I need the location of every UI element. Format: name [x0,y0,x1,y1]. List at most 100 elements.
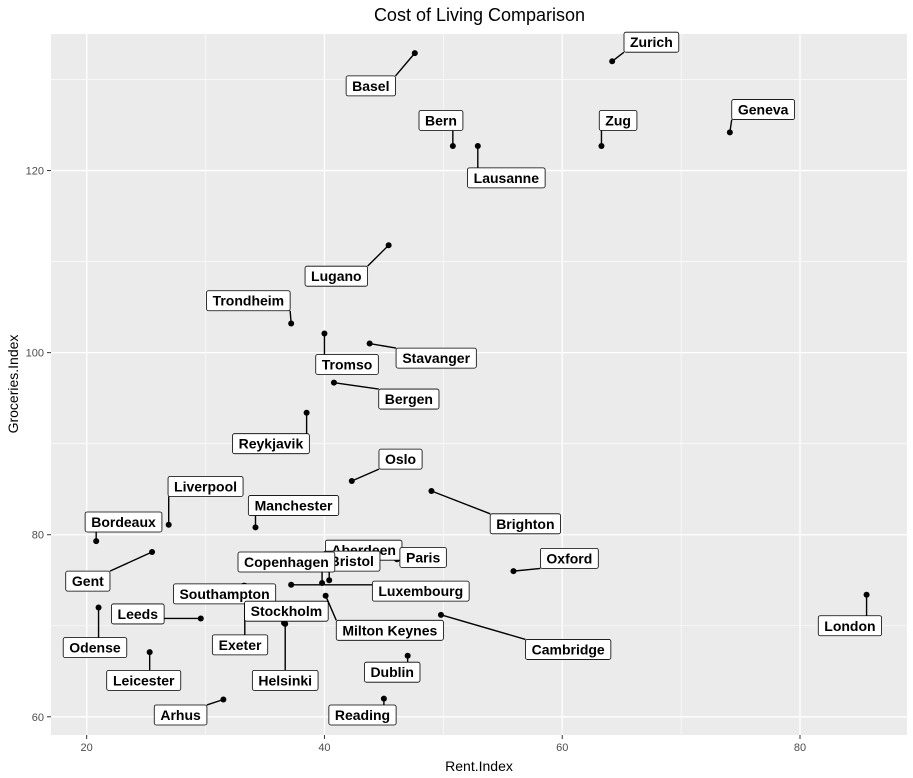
connector-stavanger [369,342,397,349]
label-text: Bristol [330,553,374,569]
label-arhus: Arhus [153,704,208,726]
point-dublin [404,652,411,659]
connector-oxford [513,567,541,572]
label-text: Arhus [160,707,201,723]
label-text: Reading [335,707,390,723]
label-leeds: Leeds [111,603,165,625]
label-cambridge: Cambridge [525,639,612,660]
point-odense [95,604,102,611]
label-reykjavik: Reykjavik [232,433,310,455]
point-zurich [609,58,616,65]
label-text: Gent [72,573,104,589]
point-labels: Zurich Basel Geneva Zug Bern Lausanne Lugano Tr… [62,31,882,726]
point-brighton [428,488,435,495]
point-copenhagen [319,579,326,586]
point-luxembourg [288,581,295,588]
label-geneva: Geneva [731,99,795,120]
label-copenhagen: Copenhagen [237,551,336,573]
label-text: Reykjavik [239,436,304,452]
x-tick-label: 60 [556,742,568,754]
label-bristol: Bristol [323,550,381,572]
label-text: Milton Keynes [342,622,437,638]
point-tromso [321,330,328,337]
point-helsinki [282,620,289,627]
label-box [731,99,795,120]
label-manchester: Manchester [247,495,340,516]
label-stockholm: Stockholm [244,600,329,622]
y-tick-label: 80 [32,530,44,542]
label-text: Oslo [385,451,416,467]
label-text: Bordeaux [91,514,156,530]
label-box [111,603,165,625]
point-arhus [220,696,227,703]
label-box [167,476,244,497]
label-text: Dublin [370,664,414,680]
label-box [345,75,396,97]
x-axis-title: Rent.Index [445,758,513,774]
label-box [251,669,319,691]
point-leeds [197,615,204,622]
point-zug [598,142,605,149]
label-odense: Odense [62,637,128,659]
label-paris: Paris [399,547,447,568]
point-trondheim [288,320,295,327]
point-stavanger [366,340,373,347]
y-axis-title: Groceries.Index [5,335,21,434]
label-text: Manchester [255,498,333,514]
label-text: Oxford [546,550,592,566]
point-london [863,591,870,598]
label-box [244,600,329,622]
label-dublin: Dublin [364,661,421,683]
chart-title: Cost of Living Comparison [374,5,585,25]
label-text: Zug [605,112,631,128]
plot-panel [51,34,907,735]
x-tick-label: 40 [318,742,330,754]
y-tick-label: 120 [26,166,44,178]
label-box [237,551,336,573]
x-tick-label: 80 [794,742,806,754]
label-stavanger: Stavanger [395,347,477,369]
label-text: Leicester [113,672,175,688]
point-lausanne [474,142,481,149]
label-text: London [824,618,875,634]
point-lugano [385,242,392,249]
label-zug: Zug [598,110,638,131]
label-box [378,448,423,470]
label-box [315,354,379,375]
label-box [173,583,277,605]
label-box [304,265,369,287]
label-box [153,704,208,726]
label-text: Basel [352,78,389,94]
label-text: Exeter [219,637,262,653]
label-box [247,495,340,516]
label-box [211,634,269,656]
point-basel [411,50,418,57]
connector-cambridge [440,614,526,641]
label-exeter: Exeter [211,634,269,656]
label-text: Helsinki [258,672,312,688]
label-box [540,547,599,569]
label-zurich: Zurich [623,31,680,53]
point-reading [380,695,387,702]
label-box [817,615,882,637]
point-gent [149,549,156,556]
label-box [106,669,182,691]
label-london: London [817,615,882,637]
label-box [467,167,546,189]
label-box [84,511,163,533]
label-text: Trondheim [213,293,285,309]
label-connectors [95,51,868,706]
point-bergen [330,379,337,386]
label-oslo: Oslo [378,448,423,470]
label-text: Lugano [311,268,362,284]
label-text: Tromso [322,356,373,372]
label-gent: Gent [65,570,111,592]
label-bern: Bern [418,110,464,131]
connector-brighton [431,490,491,515]
y-tick-label: 60 [32,712,44,724]
point-milton-keynes [322,592,329,599]
label-text: Odense [69,640,121,656]
label-lausanne: Lausanne [467,167,546,189]
label-brighton: Brighton [489,513,561,535]
